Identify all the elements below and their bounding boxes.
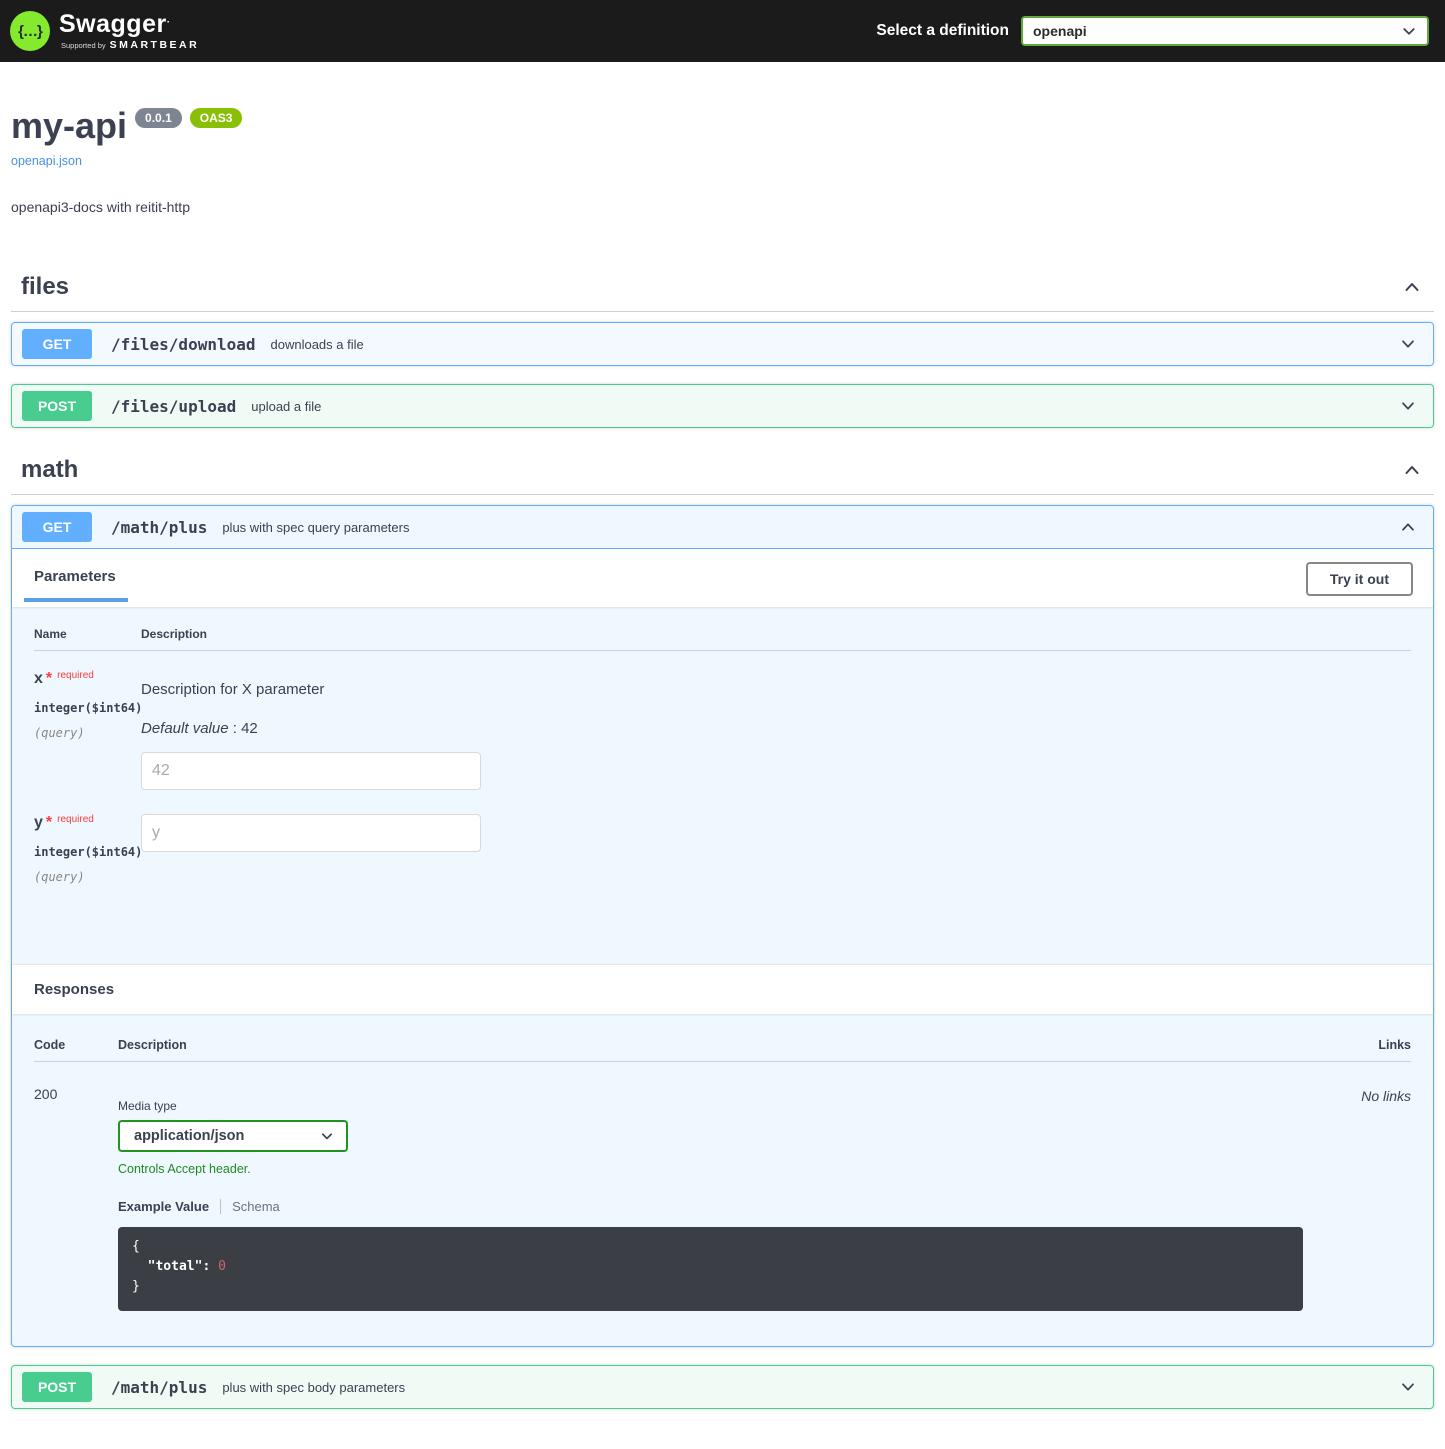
brand-subtitle: Supported by SMARTBEAR — [59, 40, 199, 51]
required-label: required — [57, 670, 94, 681]
chevron-down-icon — [320, 1129, 334, 1143]
op-path: /math/plus — [111, 1377, 208, 1397]
method-badge: POST — [22, 1372, 92, 1403]
select-definition-label: Select a definition — [876, 22, 1009, 39]
op-path: /files/upload — [111, 396, 237, 416]
chevron-down-icon[interactable] — [1395, 335, 1421, 353]
param-name: x * required — [34, 670, 94, 687]
opblock-get-math-plus: GET /math/plus plus with spec query para… — [11, 505, 1434, 1348]
op-summary-text: downloads a file — [270, 336, 364, 352]
model-example-tabs: Example Value Schema — [118, 1199, 1321, 1214]
version-badge: 0.0.1 — [135, 108, 182, 128]
try-it-out-button[interactable]: Try it out — [1305, 562, 1413, 596]
param-x-input[interactable] — [141, 752, 481, 790]
method-badge: GET — [22, 329, 92, 359]
definition-select[interactable]: openapi — [1021, 16, 1429, 46]
definition-selector-group: Select a definition openapi — [876, 16, 1429, 46]
op-summary-text: plus with spec body parameters — [222, 1379, 406, 1395]
param-in: (query) — [34, 726, 85, 740]
param-y-input[interactable] — [141, 814, 481, 852]
supported-by-label: Supported by — [61, 40, 106, 50]
param-col-name-header: Name — [34, 627, 67, 641]
response-row-200: 200 Media type application/json Controls… — [34, 1062, 1411, 1312]
responses-col-links-header: Links — [1378, 1038, 1411, 1052]
brand-tm: . — [166, 14, 170, 26]
param-row-y: y * required integer($int64) (query) — [34, 790, 1411, 884]
param-row-x: x * required integer($int64) (query) Descr… — [34, 651, 1411, 790]
parameters-section: Name Description x * required integer($int… — [12, 607, 1433, 964]
tag-title: math — [21, 456, 79, 483]
required-label: required — [57, 814, 94, 825]
accept-header-note: Controls Accept header. — [118, 1162, 251, 1176]
param-default: Default value : 42 — [141, 720, 258, 737]
responses-section: Code Description Links 200 Media type ap… — [12, 1014, 1433, 1346]
responses-col-code-header: Code — [34, 1038, 66, 1052]
param-type: integer($int64) — [34, 845, 143, 859]
media-type-select[interactable]: application/json — [118, 1120, 348, 1152]
json-number-value: 0 — [218, 1259, 226, 1275]
required-star: * — [45, 814, 53, 831]
swagger-logo[interactable]: {…} Swagger. Supported by SMARTBEAR — [10, 11, 199, 51]
responses-header: Responses — [12, 964, 1433, 1014]
tag-header-math[interactable]: math — [11, 446, 1434, 494]
opblock-post-files-upload: POST /files/upload upload a file — [11, 384, 1434, 428]
page-title: my-api — [11, 105, 128, 146]
required-star: * — [45, 670, 53, 687]
tag-section-files: files GET /files/download downloads a fi… — [11, 263, 1434, 428]
chevron-down-icon[interactable] — [1395, 1378, 1421, 1396]
topbar: {…} Swagger. Supported by SMARTBEAR Sele… — [0, 0, 1445, 62]
brand-text: Swagger. Supported by SMARTBEAR — [59, 9, 199, 51]
op-summary-text: plus with spec query parameters — [222, 519, 410, 535]
example-value-code: { "total": 0 } — [118, 1227, 1303, 1312]
op-summary[interactable]: POST /files/upload upload a file — [12, 385, 1433, 427]
section-divider — [11, 494, 1434, 495]
response-code: 200 — [34, 1086, 58, 1102]
opblock-get-files-download: GET /files/download downloads a file — [11, 322, 1434, 366]
oas3-badge: OAS3 — [189, 108, 243, 128]
op-path: /math/plus — [111, 517, 208, 537]
param-name: y * required — [34, 814, 94, 831]
logo-glyph: {…} — [18, 22, 43, 40]
param-col-description-header: Description — [141, 627, 208, 641]
op-path: /files/download — [111, 334, 256, 354]
parameters-tab-bar: Parameters Try it out — [12, 549, 1433, 607]
method-badge: GET — [22, 512, 92, 542]
media-type-label: Media type — [118, 1099, 177, 1113]
chevron-down-icon[interactable] — [1395, 397, 1421, 415]
param-type: integer($int64) — [34, 701, 143, 715]
page-bottom-spacer — [11, 1427, 1434, 1449]
opblock-post-math-plus: POST /math/plus plus with spec body para… — [11, 1365, 1434, 1410]
api-description: openapi3-docs with reitit-http — [11, 199, 190, 215]
smartbear-label: SMARTBEAR — [109, 38, 200, 51]
response-links: No links — [1361, 1088, 1411, 1104]
chevron-down-icon — [1401, 23, 1417, 39]
responses-col-description-header: Description — [118, 1038, 187, 1052]
media-type-value: application/json — [134, 1128, 245, 1144]
op-summary[interactable]: POST /math/plus plus with spec body para… — [12, 1366, 1433, 1408]
definition-select-value: openapi — [1033, 23, 1087, 39]
tab-divider — [220, 1199, 222, 1214]
tag-header-files[interactable]: files — [11, 263, 1434, 311]
api-info: my-api 0.0.1 OAS3 openapi.json openapi3-… — [11, 62, 1434, 215]
spec-url-link[interactable]: openapi.json — [11, 154, 82, 168]
brand-name: Swagger. — [59, 9, 170, 38]
chevron-up-icon[interactable] — [1395, 518, 1421, 536]
tab-parameters[interactable]: Parameters — [24, 568, 128, 602]
json-key: "total" — [147, 1259, 203, 1275]
method-badge: POST — [22, 391, 92, 421]
op-summary[interactable]: GET /files/download downloads a file — [12, 323, 1433, 365]
op-summary[interactable]: GET /math/plus plus with spec query para… — [12, 506, 1433, 549]
swagger-braces-icon: {…} — [10, 11, 50, 51]
tag-title: files — [21, 273, 70, 300]
param-description: Description for X parameter — [141, 681, 325, 698]
op-summary-text: upload a file — [251, 398, 322, 414]
chevron-up-icon[interactable] — [1402, 460, 1422, 480]
section-divider — [11, 311, 1434, 312]
tag-section-math: math GET /math/plus plus with spec query… — [11, 446, 1434, 1410]
param-in: (query) — [34, 870, 85, 884]
tab-schema[interactable]: Schema — [232, 1199, 280, 1214]
tab-example-value[interactable]: Example Value — [118, 1199, 210, 1214]
chevron-up-icon[interactable] — [1402, 277, 1422, 297]
